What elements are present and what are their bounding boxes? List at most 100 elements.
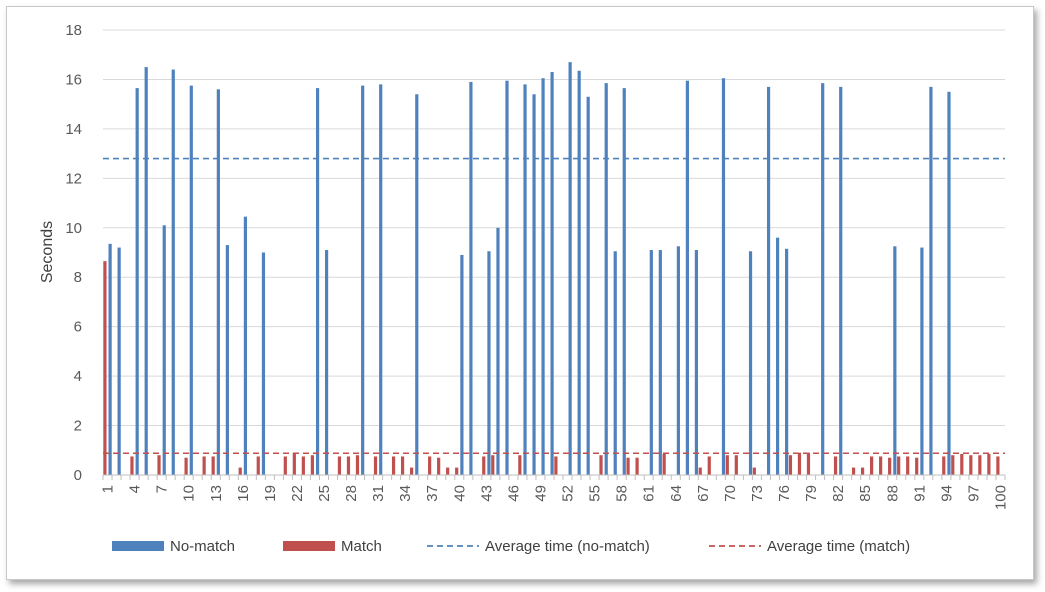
bars (103, 62, 1000, 476)
no-match-bar (171, 69, 175, 476)
no-match-bar (532, 94, 536, 476)
match-bar (635, 457, 639, 475)
match-bar (707, 456, 711, 475)
no-match-bar (505, 80, 509, 476)
y-tick-label: 16 (65, 71, 82, 88)
x-tick-label: 16 (235, 485, 252, 502)
chart-frame (6, 6, 1034, 580)
y-tick-label: 14 (65, 121, 82, 138)
match-bar (202, 456, 206, 475)
y-tick-label: 6 (74, 319, 82, 336)
match-bar (346, 456, 351, 475)
match-bar (491, 455, 495, 475)
x-tick-label: 82 (830, 485, 847, 502)
match-bar (391, 456, 396, 475)
match-bar (987, 453, 991, 475)
match-bar (428, 456, 432, 475)
match-bar (897, 456, 901, 475)
match-bar (130, 456, 134, 475)
x-tick-label: 88 (884, 485, 901, 502)
match-bar (915, 457, 919, 475)
no-match-bar (117, 247, 121, 475)
match-bar (879, 456, 883, 475)
x-tick-label: 73 (749, 485, 766, 502)
match-bar (238, 467, 242, 475)
match-bar (211, 456, 215, 475)
no-match-bar (947, 91, 951, 476)
x-tick-label: 37 (424, 485, 441, 502)
match-bar (518, 455, 522, 475)
x-tick-label: 4 (127, 485, 144, 493)
no-match-bar (839, 86, 843, 475)
y-axis-ticks: 0 2 4 6 8 10 12 14 16 18 (65, 22, 82, 484)
no-match-bar (469, 81, 473, 476)
x-tick-label: 67 (695, 485, 712, 502)
match-bar (725, 455, 729, 475)
no-match-bar (541, 78, 545, 475)
no-match-bar (243, 216, 248, 475)
no-match-bar (748, 251, 753, 475)
no-match-bar (144, 67, 148, 475)
gridlines (103, 29, 1005, 427)
x-tick-label: 70 (722, 485, 739, 502)
match-bar (969, 455, 973, 475)
no-match-bar (676, 246, 680, 475)
match-bar (301, 456, 305, 475)
no-match-bar (315, 88, 320, 475)
match-bar (951, 455, 955, 475)
match-bar (752, 467, 756, 475)
match-bar (455, 467, 459, 475)
y-tick-label: 12 (65, 170, 82, 187)
x-tick-label: 13 (208, 485, 225, 502)
x-tick-label: 46 (505, 485, 522, 502)
no-match-bar (766, 86, 771, 475)
no-match-bar (622, 88, 626, 475)
match-bar (698, 467, 702, 475)
no-match-bar (487, 251, 491, 475)
legend-swatch-no-match (112, 541, 164, 551)
legend-label-average-time-no-match-: Average time (no-match) (485, 538, 650, 555)
x-tick-label: 52 (560, 485, 577, 502)
x-tick-label: 7 (154, 485, 171, 493)
match-bar (337, 456, 342, 475)
no-match-bar (361, 85, 365, 475)
match-bar (734, 455, 738, 475)
x-tick-label: 43 (478, 485, 495, 502)
x-tick-label: 10 (181, 485, 198, 502)
x-tick-label: 19 (262, 485, 279, 502)
no-match-bar (225, 245, 229, 475)
x-tick-label: 64 (668, 485, 685, 502)
x-tick-label: 100 (992, 485, 1009, 510)
no-match-bar (694, 250, 699, 475)
x-tick-label: 49 (532, 485, 549, 502)
legend-label-no-match: No-match (170, 538, 235, 555)
x-tick-label: 85 (857, 485, 874, 502)
legend-label-match: Match (341, 538, 382, 555)
no-match-bar (379, 84, 383, 475)
x-tick-label: 79 (803, 485, 820, 502)
match-bar (797, 452, 802, 475)
x-tick-label: 91 (911, 485, 928, 502)
match-bar (870, 456, 874, 475)
no-match-bar (523, 84, 527, 475)
match-bar (996, 456, 1000, 475)
match-bar (599, 455, 603, 475)
x-tick-label: 34 (397, 485, 414, 502)
match-bar (482, 456, 486, 475)
x-tick-label: 1 (100, 485, 117, 493)
x-tick-label: 58 (614, 485, 631, 502)
y-tick-label: 10 (65, 220, 82, 237)
x-axis: 1 4 7 10 13 16 19 22 25 28 31 34 37 40 43 46 49 52 55 58 61 6… (100, 474, 1009, 510)
match-bar (292, 452, 296, 475)
match-bar (103, 261, 107, 475)
match-bar (942, 456, 946, 475)
match-bar (157, 455, 161, 475)
match-bar (256, 456, 260, 475)
match-bar (409, 467, 414, 475)
no-match-bar (460, 254, 464, 475)
match-bar (400, 456, 405, 475)
legend-label-average-time-match-: Average time (match) (767, 538, 910, 555)
match-bar (437, 457, 441, 475)
x-tick-label: 61 (641, 485, 658, 502)
